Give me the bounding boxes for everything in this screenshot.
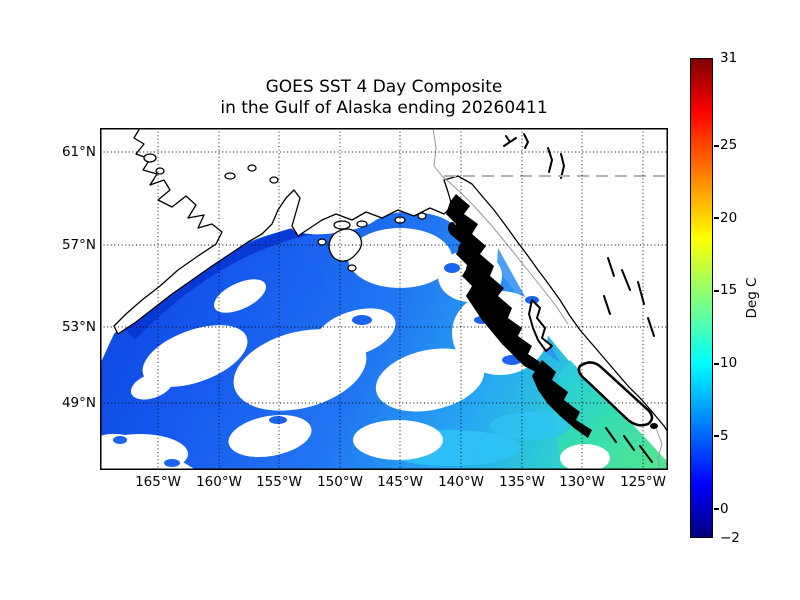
colorbar-label-25: 25: [720, 137, 738, 153]
axes-frame: [100, 128, 668, 470]
x-tick-130w: 130°W: [559, 474, 605, 490]
colorbar-tick: [714, 145, 719, 147]
map-axes: [100, 128, 668, 470]
colorbar-tick: [714, 363, 719, 365]
colorbar-tick: [714, 290, 719, 292]
interior-lakes: [503, 133, 655, 463]
x-tick-135w: 135°W: [499, 474, 545, 490]
y-tick-49n: 49°N: [61, 395, 96, 411]
x-tick-145w: 145°W: [377, 474, 423, 490]
x-tick-165w: 165°W: [135, 474, 181, 490]
x-tick-150w: 150°W: [317, 474, 363, 490]
gray-coast: [655, 427, 663, 470]
colorbar-unit-label: Deg C: [744, 277, 760, 319]
colorbar-label-20: 20: [720, 210, 738, 226]
colorbar-label-10: 10: [720, 355, 738, 371]
coastlines: [113, 128, 668, 433]
fjordland: [446, 194, 658, 438]
colorbar-tick: [714, 435, 719, 437]
y-tick-53n: 53°N: [61, 319, 96, 335]
colorbar-tick: [714, 217, 719, 219]
y-tick-61n: 61°N: [61, 144, 96, 160]
colorbar-label-neg2: −2: [720, 530, 740, 546]
colorbar-label-0: 0: [720, 501, 729, 517]
x-tick-160w: 160°W: [196, 474, 242, 490]
sst-map: [100, 128, 668, 470]
x-tick-140w: 140°W: [438, 474, 484, 490]
us-canada-border: [432, 128, 569, 325]
x-tick-155w: 155°W: [256, 474, 302, 490]
graticule: [100, 128, 668, 470]
chart-title: GOES SST 4 Day Composite in the Gulf of …: [100, 77, 668, 119]
colorbar-label-15: 15: [720, 282, 738, 298]
colorbar-label-5: 5: [720, 428, 729, 444]
chart-title-line1: GOES SST 4 Day Composite: [265, 77, 503, 97]
x-tick-125w: 125°W: [620, 474, 666, 490]
y-tick-57n: 57°N: [61, 237, 96, 253]
colorbar-tick: [714, 508, 719, 510]
colorbar: [690, 58, 713, 538]
chart-title-line2: in the Gulf of Alaska ending 20260411: [220, 98, 548, 118]
colorbar-label-31: 31: [720, 50, 738, 66]
